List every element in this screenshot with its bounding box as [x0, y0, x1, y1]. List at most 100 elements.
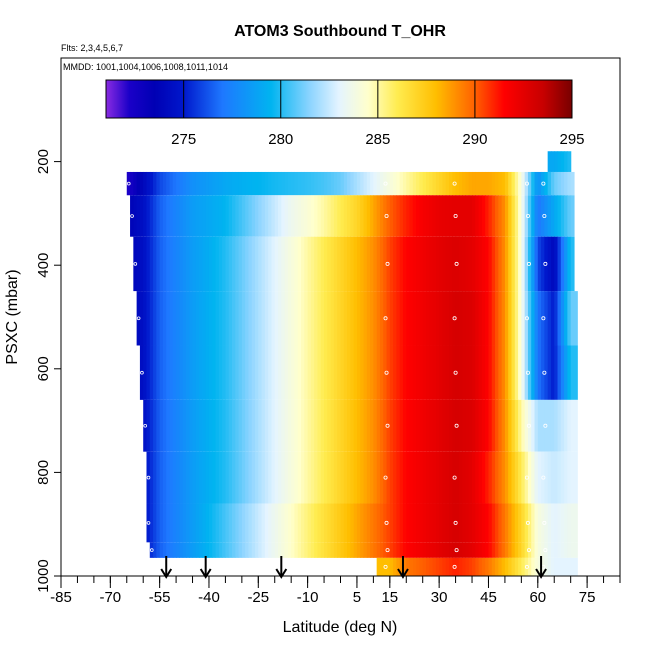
heatmap-cell	[508, 542, 513, 558]
heatmap-cell	[251, 399, 256, 452]
heatmap-cell	[458, 399, 463, 452]
heatmap-cell	[153, 399, 157, 452]
data-point-marker	[541, 316, 546, 321]
data-point-marker	[543, 548, 548, 553]
heatmap-cell	[248, 291, 253, 346]
heatmap-cell	[432, 195, 437, 237]
heatmap-cell	[310, 171, 315, 196]
heatmap-cell	[179, 399, 184, 452]
data-point-marker	[146, 521, 151, 525]
heatmap-cell	[241, 451, 246, 504]
heatmap-cell	[518, 195, 522, 237]
heatmap-cell	[458, 171, 463, 196]
heatmap-cell	[366, 291, 371, 346]
heatmap-cell	[452, 236, 457, 292]
heatmap-cell	[409, 542, 414, 558]
heatmap-cell	[278, 451, 282, 504]
heatmap-cell	[231, 503, 236, 543]
heatmap-cell	[199, 503, 203, 543]
heatmap-cell	[521, 557, 526, 576]
heatmap-cell	[504, 557, 509, 576]
heatmap-cell	[564, 451, 568, 504]
heatmap-cell	[455, 399, 460, 452]
heatmap-cell	[570, 542, 575, 558]
heatmap-cell	[235, 195, 240, 237]
heatmap-cell	[541, 171, 545, 196]
heatmap-cell	[317, 503, 322, 543]
heatmap-cell	[439, 291, 444, 346]
heatmap-cell	[356, 195, 361, 237]
data-point-marker	[452, 181, 457, 186]
heatmap-cell	[205, 291, 210, 346]
heatmap-cell	[261, 195, 266, 237]
heatmap-cell	[317, 171, 322, 196]
heatmap-cell	[425, 171, 430, 196]
data-point-marker	[453, 520, 458, 525]
heatmap-cell	[498, 399, 503, 452]
heatmap-cell	[228, 399, 233, 452]
heatmap-cell	[422, 542, 427, 558]
heatmap-cell	[245, 345, 250, 400]
heatmap-cell	[363, 171, 368, 196]
heatmap-cell	[182, 171, 187, 196]
heatmap-cell	[455, 542, 460, 558]
heatmap-cell	[527, 399, 532, 452]
heatmap-cell	[508, 195, 513, 237]
heatmap-cell	[544, 557, 549, 576]
heatmap-cell	[182, 503, 187, 543]
heatmap-cell	[228, 345, 233, 400]
heatmap-cell	[225, 236, 230, 292]
heatmap-cell	[416, 542, 421, 558]
heatmap-cell	[541, 399, 545, 452]
heatmap-cell	[205, 236, 210, 292]
heatmap-cell	[495, 345, 499, 400]
heatmap-cell	[570, 195, 575, 237]
heatmap-cell	[402, 542, 407, 558]
heatmap-cell	[333, 291, 338, 346]
heatmap-cell	[258, 291, 263, 346]
heatmap-cell	[445, 451, 450, 504]
heatmap-cell	[399, 399, 404, 452]
heatmap-cell	[379, 345, 384, 400]
heatmap-cell	[347, 236, 351, 292]
heatmap-cell	[208, 542, 213, 558]
heatmap-cell	[291, 195, 296, 237]
heatmap-cell	[307, 399, 312, 452]
heatmap-cell	[514, 542, 519, 558]
heatmap-cell	[353, 236, 358, 292]
heatmap-cell	[399, 236, 404, 292]
heatmap-cell	[429, 345, 434, 400]
heatmap-cell	[179, 451, 184, 504]
heatmap-cell	[251, 503, 256, 543]
heatmap-cell	[330, 451, 335, 504]
heatmap-cell	[498, 542, 503, 558]
heatmap-cell	[231, 451, 236, 504]
colorbar-tick-label: 280	[268, 131, 293, 148]
heatmap-cell	[416, 451, 421, 504]
heatmap-cell	[564, 542, 568, 558]
heatmap-cell	[439, 451, 444, 504]
heatmap-cell	[248, 451, 253, 504]
heatmap-cell	[327, 542, 332, 558]
heatmap-cell	[567, 151, 572, 172]
heatmap-cell	[274, 291, 279, 346]
heatmap-cell	[222, 345, 227, 400]
heatmap-cell	[412, 291, 417, 346]
heatmap-cell	[327, 236, 332, 292]
heatmap-cell	[215, 171, 220, 196]
heatmap-cell	[541, 236, 545, 292]
heatmap-cell	[370, 236, 374, 292]
heatmap-cell	[347, 291, 351, 346]
heatmap-cell	[172, 399, 177, 452]
heatmap-cell	[189, 171, 194, 196]
heatmap-cell	[442, 399, 447, 452]
heatmap-cell	[409, 557, 414, 576]
heatmap-cell	[356, 291, 361, 346]
heatmap-cell	[445, 399, 450, 452]
heatmap-cell	[245, 236, 250, 292]
heatmap-cell	[205, 451, 210, 504]
heatmap-cell	[176, 291, 180, 346]
data-point-marker	[525, 370, 530, 375]
heatmap-cell	[222, 291, 227, 346]
heatmap-cell	[149, 171, 154, 196]
